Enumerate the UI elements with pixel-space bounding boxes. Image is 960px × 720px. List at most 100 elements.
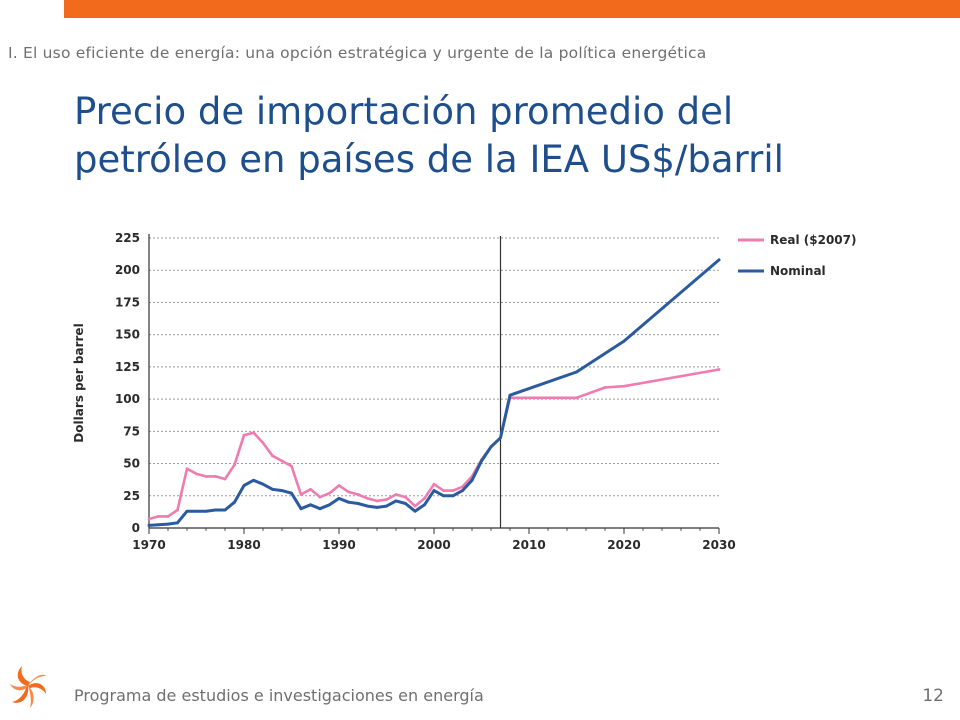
data-point-nominal	[451, 494, 455, 498]
data-point-real	[299, 493, 303, 496]
y-tick-label: 200	[115, 263, 140, 277]
data-point-real	[385, 498, 388, 502]
data-point-real	[147, 517, 151, 521]
data-point-nominal	[204, 509, 208, 513]
data-point-real	[318, 495, 322, 499]
data-point-nominal	[271, 487, 274, 491]
data-point-nominal	[252, 478, 255, 482]
x-tick-label: 2020	[607, 538, 640, 552]
data-point-nominal	[489, 445, 493, 449]
data-point-real	[442, 489, 445, 493]
data-point-nominal	[242, 484, 246, 487]
y-axis-title: Dollars per barrel	[72, 323, 86, 442]
data-point-nominal	[404, 502, 407, 505]
data-point-nominal	[461, 489, 464, 493]
page-number: 12	[922, 686, 944, 706]
data-point-real	[185, 467, 189, 471]
y-tick-label: 225	[115, 231, 140, 245]
data-point-real	[223, 477, 227, 481]
data-point-nominal	[195, 509, 198, 513]
y-tick-label: 125	[115, 360, 140, 374]
data-point-real	[309, 487, 312, 491]
data-point-nominal	[508, 393, 512, 397]
data-point-real	[404, 495, 407, 499]
data-point-real	[328, 491, 331, 495]
data-point-nominal	[423, 503, 426, 507]
data-point-nominal	[442, 494, 445, 498]
data-point-nominal	[233, 500, 236, 504]
data-point-nominal	[717, 258, 721, 262]
legend-label-nominal: Nominal	[770, 264, 826, 278]
x-tick-label: 2010	[512, 538, 545, 552]
y-tick-label: 50	[123, 457, 140, 471]
data-point-real	[204, 475, 208, 478]
data-point-real	[176, 508, 179, 512]
footer-program-name: Programa de estudios e investigaciones e…	[74, 686, 484, 705]
data-point-nominal	[575, 370, 578, 374]
data-point-real	[413, 504, 417, 508]
data-point-real	[451, 489, 455, 493]
slide-title: Precio de importación promedio del petró…	[74, 88, 934, 184]
oil-price-chart: 0 25 50 75 100 125 150 175 200 225 1970 1980 1990 200…	[72, 231, 856, 552]
data-point-real	[280, 459, 284, 463]
data-point-nominal	[290, 491, 293, 495]
x-tick-label: 2030	[702, 538, 735, 552]
y-tick-label: 100	[115, 392, 140, 406]
data-point-nominal	[328, 503, 331, 507]
top-accent-bar	[64, 0, 960, 18]
series-line-nominal	[147, 258, 721, 527]
data-point-real	[166, 515, 170, 518]
data-point-nominal	[309, 503, 312, 507]
data-point-real	[290, 464, 293, 468]
data-point-nominal	[166, 522, 170, 526]
data-point-real	[432, 482, 436, 486]
data-point-nominal	[394, 499, 398, 503]
series-line-real	[147, 368, 721, 521]
legend-label-real: Real ($2007)	[770, 233, 856, 247]
y-tick-label: 75	[123, 424, 140, 438]
data-point-real	[337, 484, 341, 487]
x-tick-label: 2000	[417, 538, 450, 552]
data-point-nominal	[480, 459, 483, 463]
data-point-real	[252, 431, 255, 435]
data-point-nominal	[499, 436, 502, 440]
data-point-real	[347, 490, 350, 494]
data-point-real	[717, 368, 721, 371]
data-point-nominal	[299, 507, 303, 511]
x-tick-label: 1970	[132, 538, 165, 552]
y-tick-label: 150	[115, 328, 140, 342]
orange-swirl-logo-icon	[8, 662, 48, 714]
y-tick-label: 175	[115, 295, 140, 309]
data-point-nominal	[470, 478, 474, 482]
data-point-real	[622, 384, 626, 388]
data-point-real	[271, 454, 274, 458]
data-point-real	[575, 396, 578, 400]
data-point-real	[366, 496, 369, 500]
data-point-nominal	[366, 504, 369, 508]
data-point-real	[214, 475, 217, 478]
data-point-nominal	[347, 500, 350, 504]
data-point-real	[461, 485, 464, 489]
y-tick-label: 0	[132, 521, 140, 535]
data-point-real	[261, 441, 265, 445]
data-point-real	[242, 433, 246, 437]
data-point-real	[423, 496, 426, 500]
data-point-nominal	[356, 502, 360, 505]
slide-title-line-2: petróleo en países de la IEA US$/barril	[74, 138, 784, 181]
data-point-real	[356, 493, 360, 496]
data-point-nominal	[185, 509, 189, 513]
data-point-nominal	[157, 523, 160, 527]
data-point-nominal	[147, 524, 151, 527]
data-point-nominal	[337, 496, 341, 500]
data-point-real	[233, 463, 236, 467]
data-point-real	[603, 386, 607, 389]
slide-title-line-1: Precio de importación promedio del	[74, 90, 734, 133]
data-point-nominal	[223, 508, 227, 512]
data-point-nominal	[375, 505, 379, 509]
data-point-nominal	[432, 489, 436, 493]
data-point-real	[375, 499, 379, 503]
data-point-real	[195, 472, 198, 476]
data-point-real	[394, 493, 398, 496]
data-point-nominal	[176, 521, 179, 525]
data-point-nominal	[622, 339, 626, 343]
